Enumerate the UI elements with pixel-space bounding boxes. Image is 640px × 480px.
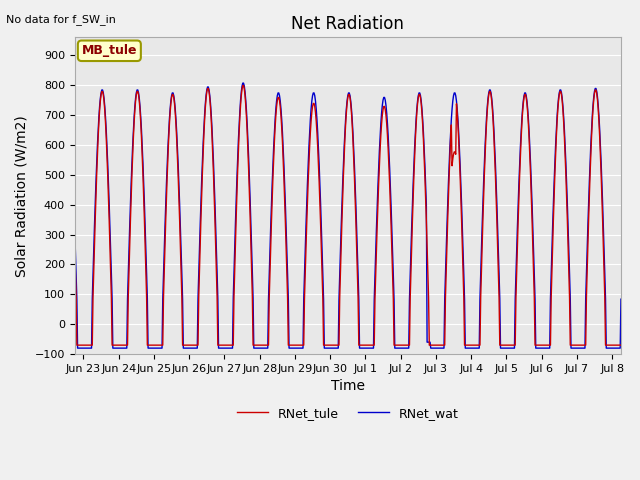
Line: RNet_wat: RNet_wat <box>75 83 621 348</box>
Text: No data for f_SW_in: No data for f_SW_in <box>6 14 116 25</box>
Y-axis label: Solar Radiation (W/m2): Solar Radiation (W/m2) <box>15 115 29 276</box>
Text: MB_tule: MB_tule <box>81 44 137 57</box>
Title: Net Radiation: Net Radiation <box>291 15 404 33</box>
X-axis label: Time: Time <box>331 379 365 394</box>
Line: RNet_tule: RNet_tule <box>75 85 621 345</box>
Legend: RNet_tule, RNet_wat: RNet_tule, RNet_wat <box>232 402 464 424</box>
